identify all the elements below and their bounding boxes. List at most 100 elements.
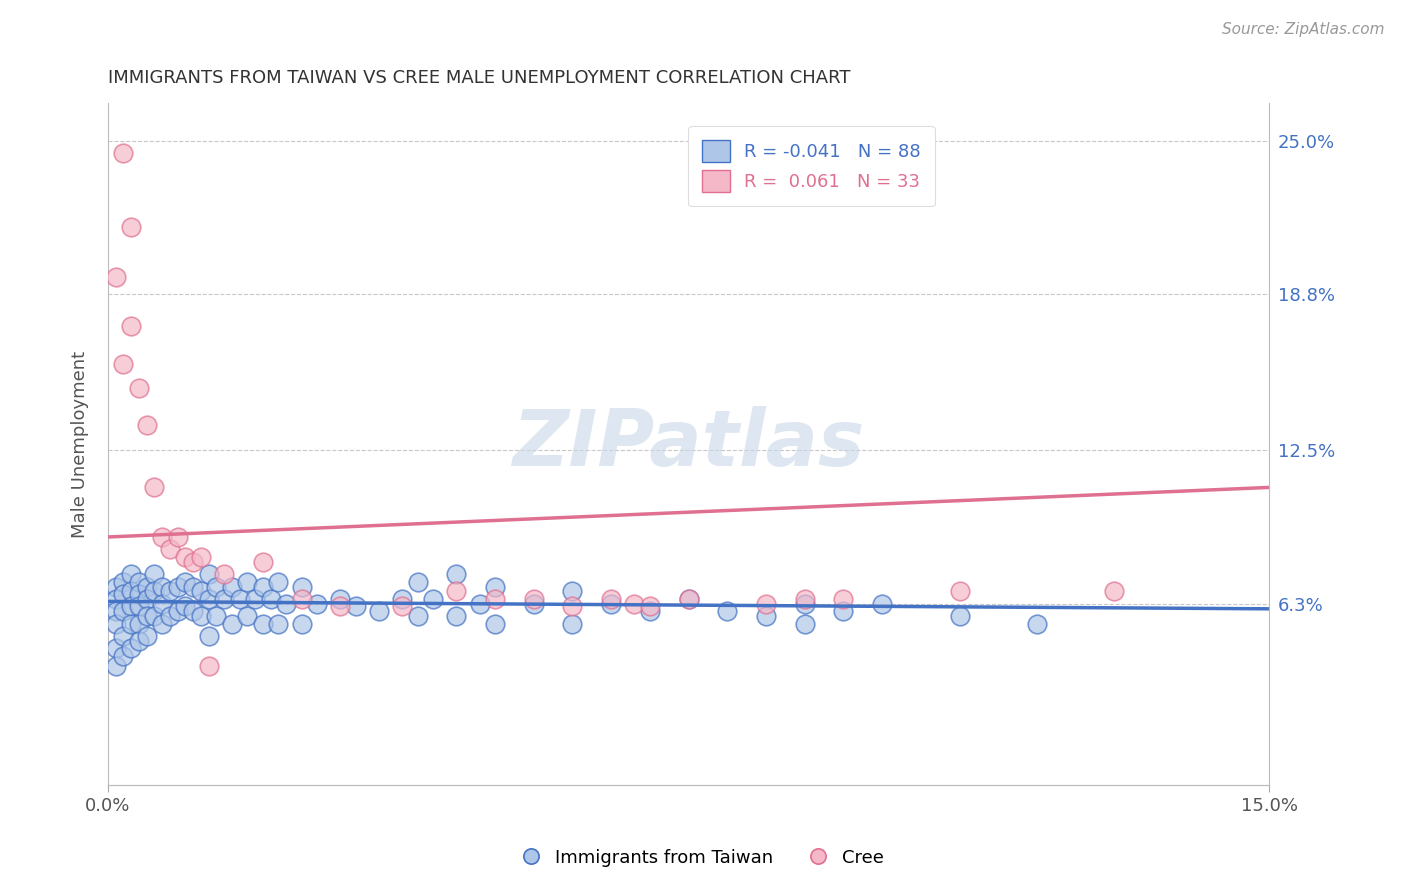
- Point: [181, 555, 204, 569]
- Point: [174, 599, 197, 614]
- Point: [212, 591, 235, 606]
- Point: [128, 634, 150, 648]
- Point: [135, 418, 157, 433]
- Point: [252, 616, 274, 631]
- Point: [391, 591, 413, 606]
- Point: [329, 591, 352, 606]
- Point: [716, 604, 738, 618]
- Point: [174, 574, 197, 589]
- Point: [391, 599, 413, 614]
- Point: [159, 584, 181, 599]
- Point: [135, 591, 157, 606]
- Point: [484, 580, 506, 594]
- Point: [197, 567, 219, 582]
- Point: [212, 567, 235, 582]
- Point: [104, 641, 127, 656]
- Point: [128, 616, 150, 631]
- Point: [600, 591, 623, 606]
- Point: [259, 591, 281, 606]
- Point: [236, 574, 259, 589]
- Point: [120, 567, 142, 582]
- Point: [252, 580, 274, 594]
- Point: [221, 580, 243, 594]
- Point: [1104, 584, 1126, 599]
- Point: [197, 591, 219, 606]
- Point: [190, 549, 212, 564]
- Point: [1026, 616, 1049, 631]
- Point: [561, 616, 583, 631]
- Point: [406, 574, 429, 589]
- Point: [755, 609, 778, 624]
- Point: [205, 609, 228, 624]
- Point: [181, 580, 204, 594]
- Text: Source: ZipAtlas.com: Source: ZipAtlas.com: [1222, 22, 1385, 37]
- Point: [236, 609, 259, 624]
- Point: [112, 574, 135, 589]
- Point: [120, 599, 142, 614]
- Point: [623, 597, 645, 611]
- Point: [484, 591, 506, 606]
- Legend: R = -0.041   N = 88, R =  0.061   N = 33: R = -0.041 N = 88, R = 0.061 N = 33: [688, 126, 935, 206]
- Point: [112, 629, 135, 643]
- Point: [135, 580, 157, 594]
- Point: [793, 591, 815, 606]
- Point: [166, 580, 188, 594]
- Point: [112, 587, 135, 601]
- Point: [143, 584, 166, 599]
- Point: [755, 597, 778, 611]
- Point: [104, 580, 127, 594]
- Point: [190, 584, 212, 599]
- Point: [159, 542, 181, 557]
- Point: [143, 609, 166, 624]
- Point: [344, 599, 367, 614]
- Point: [561, 599, 583, 614]
- Point: [678, 591, 700, 606]
- Point: [150, 597, 173, 611]
- Point: [181, 604, 204, 618]
- Point: [252, 555, 274, 569]
- Point: [290, 580, 312, 594]
- Point: [446, 584, 468, 599]
- Point: [638, 599, 661, 614]
- Point: [484, 616, 506, 631]
- Point: [638, 604, 661, 618]
- Point: [305, 597, 328, 611]
- Point: [561, 584, 583, 599]
- Point: [112, 357, 135, 371]
- Point: [793, 597, 815, 611]
- Point: [166, 604, 188, 618]
- Point: [135, 609, 157, 624]
- Point: [128, 587, 150, 601]
- Point: [120, 220, 142, 235]
- Point: [112, 648, 135, 663]
- Point: [120, 319, 142, 334]
- Point: [104, 616, 127, 631]
- Point: [143, 480, 166, 494]
- Point: [870, 597, 893, 611]
- Point: [678, 591, 700, 606]
- Point: [600, 597, 623, 611]
- Point: [290, 616, 312, 631]
- Point: [523, 597, 546, 611]
- Point: [446, 567, 468, 582]
- Text: ZIPatlas: ZIPatlas: [512, 406, 865, 482]
- Point: [948, 584, 970, 599]
- Y-axis label: Male Unemployment: Male Unemployment: [72, 351, 89, 538]
- Point: [793, 616, 815, 631]
- Legend: Immigrants from Taiwan, Cree: Immigrants from Taiwan, Cree: [515, 841, 891, 874]
- Point: [832, 591, 855, 606]
- Point: [267, 616, 290, 631]
- Point: [197, 658, 219, 673]
- Point: [290, 591, 312, 606]
- Point: [128, 574, 150, 589]
- Point: [190, 609, 212, 624]
- Point: [166, 530, 188, 544]
- Point: [135, 629, 157, 643]
- Point: [104, 269, 127, 284]
- Point: [120, 641, 142, 656]
- Point: [274, 597, 297, 611]
- Point: [267, 574, 290, 589]
- Point: [150, 530, 173, 544]
- Point: [143, 567, 166, 582]
- Point: [112, 604, 135, 618]
